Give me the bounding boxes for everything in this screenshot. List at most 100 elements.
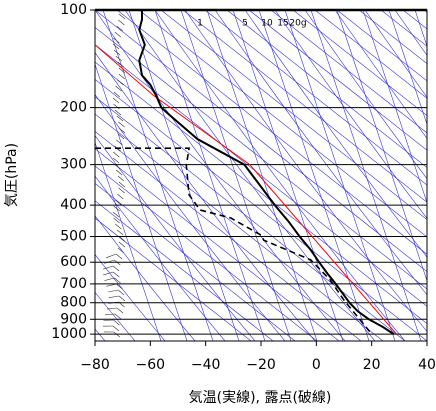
- y-tick-label: 900: [60, 311, 87, 327]
- mixing-ratio-label: 15: [277, 19, 288, 29]
- barb-staff: [117, 79, 124, 86]
- moist-adiabat: [214, 10, 427, 296]
- x-axis-label: 気温(実線), 露点(破線): [189, 390, 332, 406]
- barb-staff: [115, 253, 123, 260]
- barb-flag: [103, 319, 114, 321]
- mixing-ratio-line: [258, 10, 370, 341]
- mixing-ratio-line: [362, 10, 427, 204]
- mixing-ratio-line: [154, 10, 266, 341]
- barb-staff: [115, 169, 123, 176]
- mixing-ratio-label: 10: [261, 19, 273, 29]
- barb-flag: [106, 253, 117, 259]
- mixing-ratio-line: [388, 10, 427, 126]
- mixing-ratio-line: [232, 10, 344, 341]
- barb-flag: [104, 277, 115, 281]
- dry-adiabat: [292, 10, 427, 116]
- barb-staff: [116, 25, 123, 32]
- moist-adiabat: [95, 254, 166, 341]
- barb-staff: [115, 55, 123, 62]
- y-tick-label: 200: [60, 100, 87, 116]
- barb-staff: [118, 127, 126, 134]
- barb-staff: [116, 307, 124, 314]
- moist-adiabat: [244, 10, 427, 258]
- y-tick-label: 600: [60, 254, 87, 270]
- x-tick-label: −60: [136, 357, 166, 373]
- dry-adiabat: [95, 182, 296, 341]
- barb-staff: [118, 181, 126, 188]
- dry-adiabat: [95, 113, 384, 341]
- barb-staff: [118, 187, 125, 194]
- barb-flag: [108, 289, 119, 293]
- barb-staff: [118, 13, 126, 20]
- thermo-lines: [95, 10, 427, 341]
- dry-adiabat: [95, 44, 427, 307]
- profile-line: [138, 10, 395, 335]
- dry-adiabat: [95, 165, 318, 341]
- mixing-ratio-label: 1: [197, 19, 203, 29]
- barb-staff: [117, 175, 125, 182]
- barb-staff: [112, 97, 120, 104]
- moist-adiabat: [95, 52, 316, 341]
- dry-adiabat: [248, 10, 427, 151]
- barb-staff: [112, 43, 120, 50]
- barb-staff: [113, 37, 120, 44]
- dry-adiabat: [95, 148, 340, 341]
- barb-staff: [118, 295, 126, 302]
- moist-adiabat: [124, 10, 376, 341]
- moist-adiabat: [95, 135, 256, 341]
- moist-adiabat: [304, 10, 427, 180]
- moist-adiabat: [364, 10, 427, 98]
- barb-flag: [108, 295, 120, 298]
- y-tick-label: 100: [60, 2, 87, 18]
- y-tick-label: 400: [60, 197, 87, 213]
- barb-staff: [112, 325, 120, 332]
- barb-staff: [114, 313, 122, 320]
- dry-adiabat: [160, 10, 427, 221]
- barb-staff: [113, 103, 120, 110]
- moist-adiabat: [95, 215, 196, 341]
- moist-adiabat: [95, 93, 286, 341]
- barb-staff: [113, 49, 121, 56]
- mixing-ratio-line: [206, 10, 318, 341]
- barb-staff: [118, 67, 126, 74]
- barb-staff: [114, 31, 121, 38]
- dry-adiabat: [95, 10, 427, 273]
- dry-adiabat: [314, 10, 427, 99]
- x-tick-label: 20: [363, 357, 381, 373]
- barb-staff: [113, 151, 120, 158]
- y-tick-label: 700: [60, 276, 87, 292]
- dry-adiabat: [95, 78, 427, 341]
- barb-staff: [116, 283, 123, 290]
- barb-staff: [115, 223, 122, 230]
- dry-adiabat: [226, 10, 427, 169]
- mixing-ratio-line: [128, 10, 240, 341]
- barb-staff: [113, 217, 120, 224]
- dry-adiabat: [270, 10, 427, 134]
- mixing-ratio-line: [336, 10, 427, 282]
- dry-adiabat: [95, 96, 406, 341]
- dry-adiabat: [116, 10, 427, 255]
- barb-staff: [113, 91, 121, 98]
- barb-staff: [113, 319, 120, 326]
- barb-staff: [118, 241, 126, 248]
- moist-adiabat: [95, 291, 136, 341]
- dry-adiabat: [95, 130, 362, 341]
- barb-staff: [114, 109, 122, 116]
- barb-staff: [118, 121, 125, 128]
- barb-staff: [112, 211, 120, 218]
- barb-staff: [117, 133, 125, 140]
- barb-staff: [117, 61, 124, 68]
- barb-staff: [117, 247, 125, 254]
- mixing-ratio-label: 20g: [289, 19, 306, 29]
- barb-staff: [115, 199, 122, 206]
- y-tick-label: 500: [60, 229, 87, 245]
- mixing-ratio-label: 5: [242, 19, 248, 29]
- moist-adiabat: [184, 10, 427, 332]
- barb-staff: [112, 157, 120, 164]
- barb-staff: [113, 271, 120, 278]
- x-tick-label: −40: [191, 357, 221, 373]
- barb-staff: [118, 73, 125, 80]
- mixing-ratio-line: [180, 10, 292, 341]
- moist-adiabat: [334, 10, 427, 139]
